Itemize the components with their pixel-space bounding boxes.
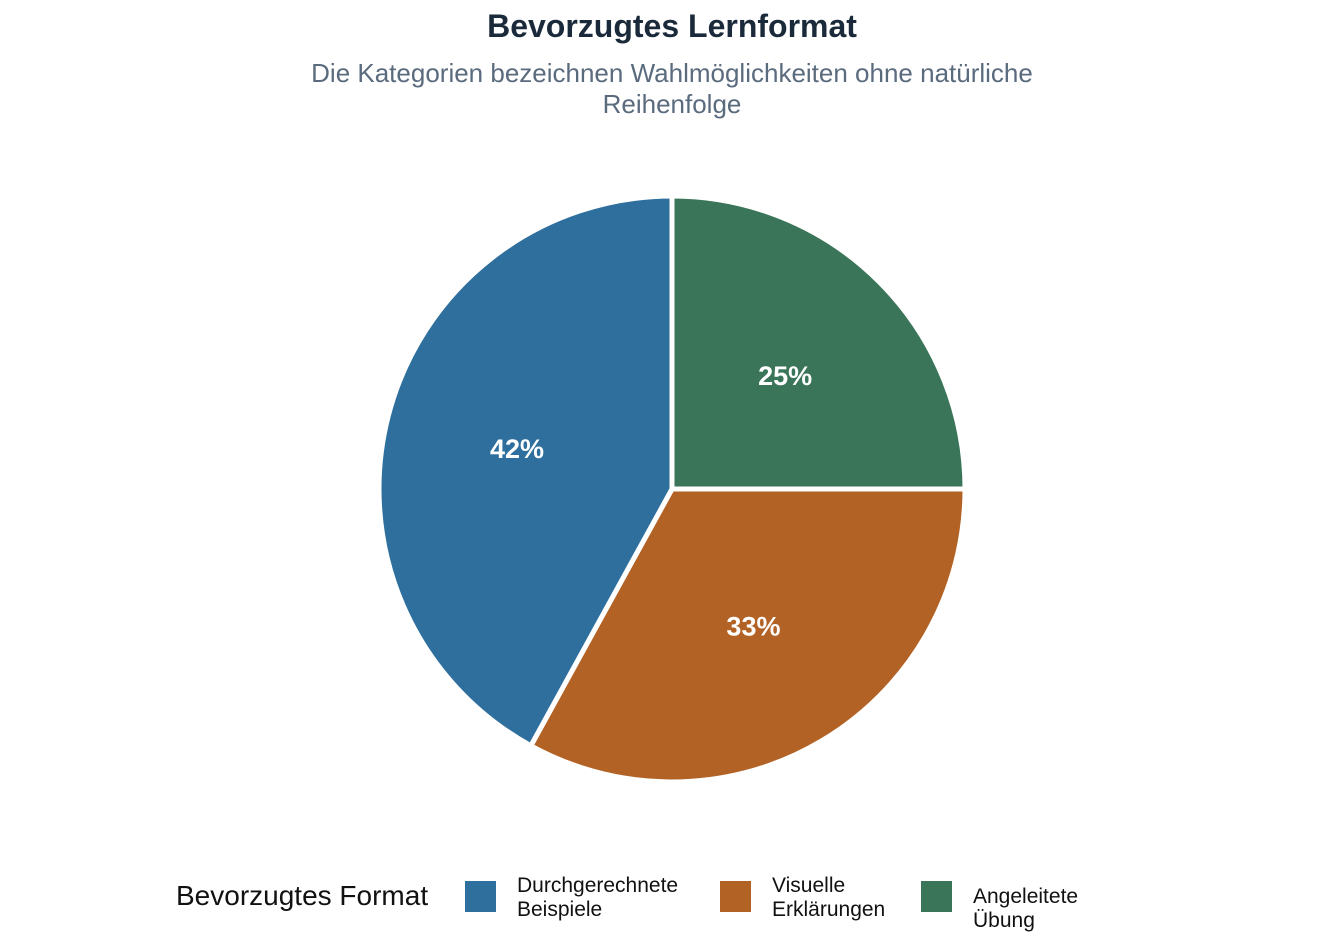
pie-slice-angeleitete-bung: [669, 193, 968, 492]
pie-slice-durchgerechnete-beispiele: [376, 193, 675, 749]
legend-label: Durchgerechnete Beispiele: [517, 874, 679, 921]
legend-label: Visuelle Erklärungen: [772, 874, 886, 921]
slice-value-label: 33%: [726, 612, 780, 642]
chart-title: Bevorzugtes Lernformat: [487, 8, 857, 44]
pie-slice-visuelle-erkl-rungen: [528, 486, 968, 785]
chart-subtitle: Die Kategorien bezeichnen Wahlmöglichkei…: [311, 58, 1033, 119]
legend-label: Angeleitete Übung: [973, 885, 1079, 932]
legend-title: Bevorzugtes Format: [176, 880, 429, 911]
legend-swatch: [465, 881, 496, 912]
slice-value-label: 42%: [490, 434, 544, 464]
legend-swatch: [720, 881, 751, 912]
legend-swatch: [921, 881, 952, 912]
slice-value-label: 25%: [758, 361, 812, 391]
